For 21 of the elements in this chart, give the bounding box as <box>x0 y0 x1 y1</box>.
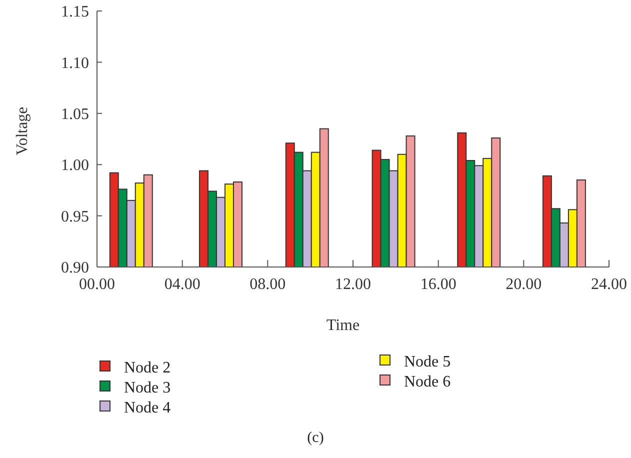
x-axis-title: Time <box>326 317 360 334</box>
legend-label: Node 3 <box>124 380 171 397</box>
legend-label: Node 2 <box>124 360 171 377</box>
x-tick-label: 20.00 <box>506 276 542 293</box>
x-tick-label: 16.00 <box>420 276 456 293</box>
text: (c) <box>307 430 324 446</box>
y-tick-label: 1.05 <box>61 106 89 123</box>
x-tick-label: 04.00 <box>164 276 200 293</box>
legend-label: Node 4 <box>124 400 171 417</box>
x-tick-label: 24.00 <box>591 276 627 293</box>
y-tick-label: 0.90 <box>61 260 89 277</box>
x-tick-label: 08.00 <box>250 276 286 293</box>
x-tick-label: 00.00 <box>79 276 115 293</box>
y-tick-label: 0.95 <box>61 208 89 226</box>
y-axis-title: Voltage <box>14 106 31 156</box>
y-tick-label: 1.10 <box>61 54 89 72</box>
y-tick-label: 1.00 <box>61 157 89 174</box>
x-tick-label: 12.00 <box>335 276 371 293</box>
legend-label: Node 5 <box>404 354 451 371</box>
legend-label: Node 6 <box>404 374 451 391</box>
y-tick-label: 1.15 <box>61 4 89 21</box>
